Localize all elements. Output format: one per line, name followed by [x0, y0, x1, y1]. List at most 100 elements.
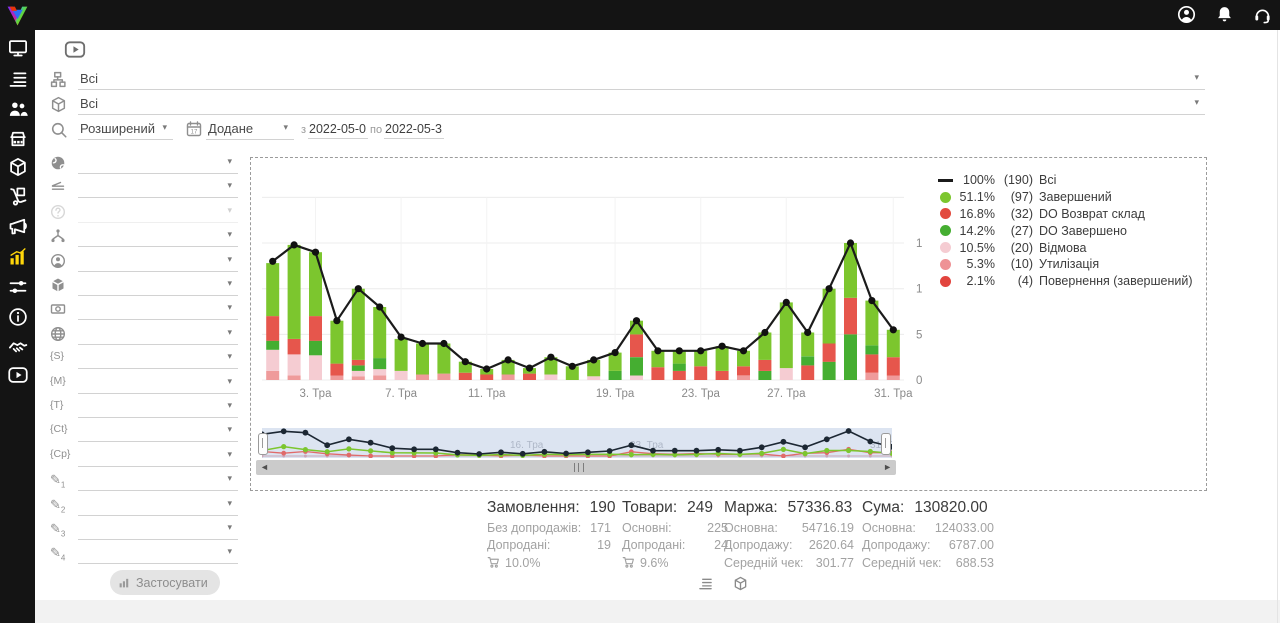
- notifications-bell-icon[interactable]: [1215, 5, 1234, 24]
- stat-sublabel: Середній чек:: [724, 555, 804, 570]
- svg-text:31. Тра: 31. Тра: [874, 388, 913, 400]
- banknote-icon: [50, 301, 66, 317]
- pencil3-icon: ✎3: [50, 521, 66, 539]
- sidebar-item-orders[interactable]: [8, 69, 28, 89]
- orders-stacked-chart[interactable]: 0 5 10 15 3. Тра 7. Тра 11. Тра 19. Тра 23. Тра 2…: [252, 164, 922, 406]
- filter-row-custom-field-1-filter: ✎1 ▾: [0, 469, 240, 493]
- cart-icon: [622, 556, 635, 569]
- chevron-down-icon: ▾: [227, 546, 232, 557]
- filter-row-custom-field-4-filter: ✎4 ▾: [0, 542, 240, 566]
- legend-item[interactable]: 2.1% (4) Повернення (завершений): [938, 273, 1193, 290]
- stat-title: Сума: 130820.00: [862, 499, 988, 516]
- app-logo[interactable]: [5, 3, 30, 28]
- list-view-icon[interactable]: [698, 576, 713, 591]
- product-view-icon[interactable]: [733, 576, 748, 591]
- svg-text:17: 17: [191, 129, 198, 135]
- stat-subvalue: 6787.00: [948, 538, 994, 552]
- top-bar: [0, 0, 1280, 30]
- legend-count: (10): [1010, 257, 1033, 272]
- support-headset-icon[interactable]: [1253, 5, 1272, 24]
- stat-title: Маржа: 57336.83: [724, 499, 853, 516]
- date-to-label: по: [370, 124, 383, 136]
- chevron-down-icon: ▾: [227, 180, 232, 191]
- scroll-left-arrow[interactable]: ◄: [260, 462, 269, 472]
- stat-subrow: Допродані: 24: [622, 538, 728, 552]
- filter-row-structure-filter: ▾: [0, 225, 240, 249]
- structure-filter-select[interactable]: ▾: [78, 225, 238, 248]
- svg-text:19. Тра: 19. Тра: [596, 388, 635, 400]
- filter-row-source-filter: ▾: [0, 152, 240, 176]
- scroll-right-arrow[interactable]: ►: [883, 462, 892, 472]
- legend-label: Завершений: [1039, 190, 1112, 205]
- category-select[interactable]: Всі ▾: [78, 68, 1205, 90]
- legend-item[interactable]: 10.5% (20) Відмова: [938, 239, 1193, 256]
- chevron-down-icon: ▾: [227, 253, 232, 264]
- status-level-filter-select[interactable]: ▾: [78, 176, 238, 199]
- legend-count: (27): [1010, 223, 1033, 238]
- custom-field-3-filter-select[interactable]: ▾: [78, 518, 238, 540]
- stat-subrow: Без допродажів: 171: [487, 521, 611, 535]
- custom-field-2-filter-select[interactable]: ▾: [78, 494, 238, 516]
- filter-row-utm-source-filter: {S} ▾: [0, 347, 240, 371]
- product-filter-select[interactable]: ▾: [78, 274, 238, 296]
- chevron-down-icon: ▾: [227, 375, 232, 386]
- sidebar-item-partners[interactable]: [8, 337, 28, 357]
- date-from-input[interactable]: [308, 119, 368, 139]
- sidebar-item-info[interactable]: [8, 307, 28, 327]
- date-field-select[interactable]: Додане ▾: [206, 118, 294, 140]
- chevron-down-icon: ▾: [227, 351, 232, 362]
- reject-reason-filter-select[interactable]: ▾: [78, 201, 238, 223]
- sidebar-item-products[interactable]: [8, 157, 28, 177]
- chevron-down-icon: ▾: [227, 448, 232, 459]
- svg-text:7. Тра: 7. Тра: [385, 388, 418, 400]
- legend-item[interactable]: 51.1% (97) Завершений: [938, 189, 1193, 206]
- apply-button[interactable]: Застосувати: [110, 570, 220, 595]
- utm-campaign-filter-select[interactable]: ▾: [78, 445, 238, 467]
- stat-subvalue: 9.6%: [640, 555, 669, 570]
- sidebar-item-delivery[interactable]: [8, 186, 28, 206]
- country-filter-select[interactable]: ▾: [78, 323, 238, 345]
- source-filter-select[interactable]: ▾: [78, 152, 238, 174]
- legend-item[interactable]: 16.8% (32) DO Возврат склад: [938, 206, 1193, 223]
- cart-icon: [487, 556, 500, 569]
- custom-field-1-filter-select[interactable]: ▾: [78, 469, 238, 492]
- sidebar-item-analytics[interactable]: [8, 247, 28, 267]
- utm-medium-filter-select[interactable]: ▾: [78, 372, 238, 394]
- navigator-left-handle[interactable]: [258, 433, 268, 455]
- utm-term-filter-select[interactable]: ▾: [78, 396, 238, 418]
- sidebar-item-marketing[interactable]: [8, 216, 28, 236]
- sidebar-item-settings[interactable]: [8, 277, 28, 297]
- navigator-right-handle[interactable]: [881, 433, 891, 455]
- chart-scrollbar[interactable]: ◄ ►: [256, 460, 896, 475]
- legend-count: (32): [1010, 206, 1033, 221]
- svg-text:0: 0: [916, 375, 922, 387]
- legend-percent: 14.2%: [959, 223, 995, 238]
- chevron-down-icon: ▾: [283, 122, 288, 132]
- legend-item[interactable]: 5.3% (10) Утилізація: [938, 256, 1193, 273]
- user-account-icon[interactable]: [1177, 5, 1196, 24]
- scrollbar-grip[interactable]: [574, 463, 584, 472]
- sidebar-item-video-lessons[interactable]: [8, 365, 28, 385]
- operator-filter-select[interactable]: ▾: [78, 250, 238, 272]
- legend-item[interactable]: 100% (190) Всі: [938, 172, 1193, 189]
- legend-item[interactable]: 14.2% (27) DO Завершено: [938, 222, 1193, 239]
- video-help-button[interactable]: [61, 39, 89, 60]
- legend-percent: 2.1%: [966, 274, 996, 289]
- search-mode-value: Розширений: [80, 121, 155, 136]
- date-to-input[interactable]: [384, 119, 444, 139]
- search-mode-select[interactable]: Розширений ▾: [78, 118, 173, 140]
- product-select[interactable]: Всі ▾: [78, 93, 1205, 115]
- stat-sublabel: Основна:: [862, 520, 916, 535]
- sidebar-item-clients[interactable]: [8, 99, 28, 119]
- stat-subvalue: 124033.00: [934, 520, 994, 535]
- cubeFilled-icon: [50, 277, 66, 293]
- custom-field-4-filter-select[interactable]: ▾: [78, 542, 238, 565]
- utm-source-filter-select[interactable]: ▾: [78, 347, 238, 370]
- utm-content-filter-select[interactable]: ▾: [78, 420, 238, 443]
- sidebar-item-warehouse[interactable]: [8, 129, 28, 149]
- stat-sublabel: Допродані:: [487, 538, 551, 552]
- sidebar-item-dashboard[interactable]: [8, 38, 28, 58]
- payment-filter-select[interactable]: ▾: [78, 298, 238, 321]
- view-toggle: [698, 576, 748, 591]
